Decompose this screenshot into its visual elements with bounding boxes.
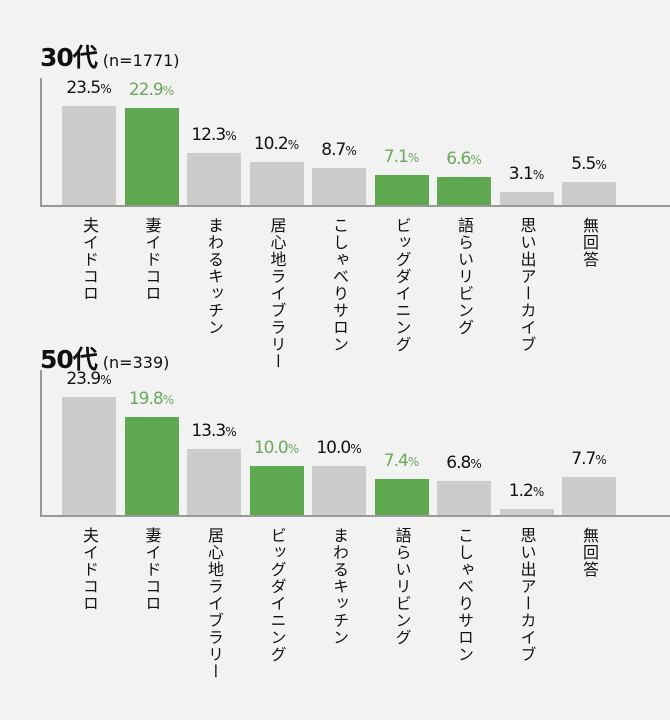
data-label: 10.0% [316,437,362,458]
category-label: まわるキッチン [205,217,224,336]
bar [62,105,116,205]
bar [312,168,366,205]
bar [249,465,304,515]
x-axis [40,205,670,207]
data-label: 6.6% [446,149,482,170]
data-label: 13.3% [191,421,237,442]
bar [62,397,116,515]
data-label: 23.9% [66,369,112,390]
bar [374,174,429,205]
sample-size: (n=339) [102,353,170,372]
bar [124,108,179,205]
sample-size: (n=1771) [102,51,180,70]
chart-title: 30代 (n=1771) [40,38,180,74]
data-label: 6.8% [446,453,482,474]
category-label: 無回答 [580,217,599,268]
category-label: 妻イドコロ [142,527,162,612]
y-axis [40,78,42,207]
category-label: 無回答 [580,527,599,578]
y-axis [40,370,42,517]
data-label: 22.9% [128,80,175,101]
category-label: 居心地ライブラリー [205,527,224,680]
category-label: 妻イドコロ [142,217,162,302]
bar [562,477,616,515]
title-text: 30代 [40,43,98,72]
data-label: 7.1% [383,146,420,167]
category-label: ビッグダイニング [392,217,412,353]
bar [124,417,179,515]
bar [249,161,304,205]
data-label: 7.7% [571,449,607,470]
x-axis [40,515,670,517]
bar [499,509,554,515]
category-label: こしゃべりサロン [330,217,349,353]
title-text: 50代 [40,345,98,374]
bar [562,181,616,205]
category-label: 居心地ライブラリー [267,217,287,370]
category-label: 思い出アーカイブ [517,527,537,663]
bar [437,481,491,515]
chart-title: 50代 (n=339) [40,340,169,376]
data-label: 8.7% [321,140,357,161]
data-label: 3.1% [508,163,545,184]
data-label: 19.8% [128,389,175,410]
data-label: 1.2% [508,481,545,502]
data-label: 5.5% [571,153,607,174]
data-label: 10.2% [253,133,300,154]
category-label: 夫イドコロ [80,527,99,612]
bar [499,191,554,205]
data-label: 10.0% [253,437,300,458]
category-label: こしゃべりサロン [455,527,474,663]
data-label: 7.4% [383,450,420,471]
bar [187,449,241,515]
category-label: 語らいリビング [455,217,474,336]
bar [312,465,366,515]
category-label: 夫イドコロ [80,217,99,302]
data-label: 12.3% [191,124,237,145]
bar [437,177,491,205]
category-label: ビッグダイニング [267,527,287,663]
bar [374,478,429,515]
category-label: 語らいリビング [392,527,412,646]
category-label: まわるキッチン [330,527,349,646]
data-label: 23.5% [66,77,112,98]
category-label: 思い出アーカイブ [517,217,537,353]
bar [187,152,241,205]
